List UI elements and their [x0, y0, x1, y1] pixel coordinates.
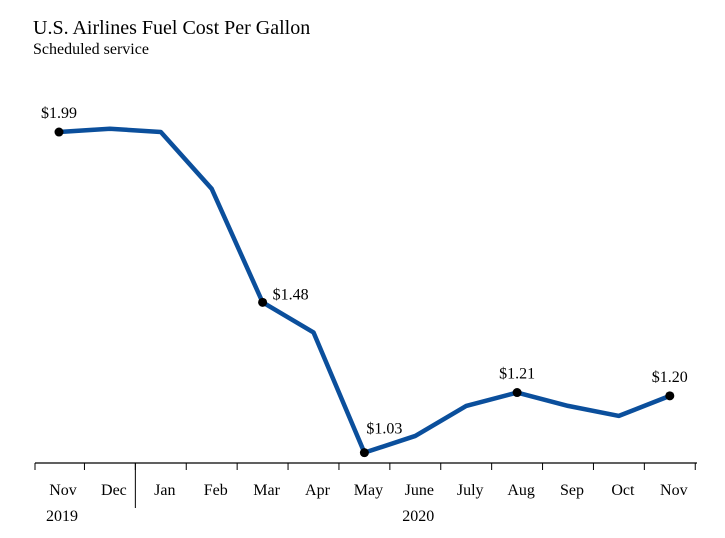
x-tick-label: Aug: [507, 482, 535, 499]
data-label: $1.99: [41, 105, 77, 122]
x-tick-label: Sep: [560, 482, 584, 499]
x-axis: Nov Dec Jan Feb Mar Apr May June July Aug Sep Oct No…: [34, 462, 697, 525]
x-tick-label: Dec: [101, 482, 127, 499]
data-point-marker: [359, 448, 369, 458]
x-tick-label: Jan: [154, 482, 175, 499]
data-point-marker: [512, 388, 522, 398]
x-tick-label: Apr: [305, 482, 331, 499]
series-line-group: [56, 126, 673, 455]
x-tick-label: Oct: [611, 482, 635, 499]
data-labels: $1.99 $1.48 $1.03 $1.21 $1.20: [41, 105, 688, 438]
x-tick-label: June: [405, 482, 434, 499]
data-label: $1.21: [499, 366, 535, 383]
x-tick-label: Nov: [49, 482, 77, 499]
x-tick-label: Feb: [204, 482, 228, 499]
year-label: 2019: [46, 508, 78, 525]
year-label: 2020: [402, 508, 434, 525]
chart-title: U.S. Airlines Fuel Cost Per Gallon: [33, 17, 311, 39]
data-point-marker: [54, 127, 64, 137]
series-line: [56, 126, 673, 455]
data-markers: [54, 127, 675, 458]
data-label: $1.03: [366, 421, 402, 438]
x-tick-label: Mar: [253, 482, 280, 499]
data-label: $1.20: [652, 369, 688, 386]
chart-subtitle: Scheduled service: [33, 41, 149, 58]
x-tick-label: July: [457, 482, 484, 499]
data-point-marker: [258, 297, 268, 307]
x-tick-label: May: [354, 482, 383, 499]
data-label: $1.48: [273, 286, 309, 303]
x-tick-label: Nov: [660, 482, 688, 499]
data-point-marker: [665, 391, 675, 401]
